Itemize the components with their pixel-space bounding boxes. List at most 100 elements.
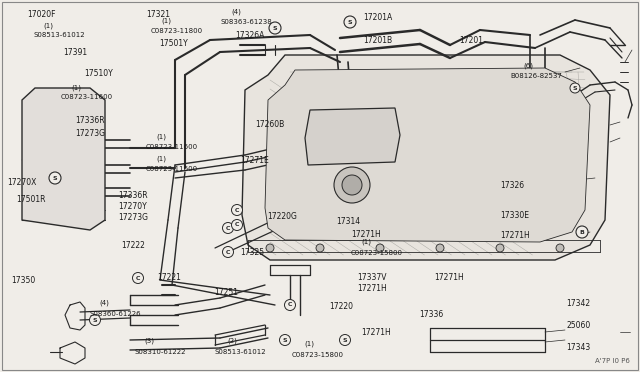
Text: 17325: 17325: [240, 248, 264, 257]
Text: C: C: [136, 276, 140, 280]
Circle shape: [371, 142, 380, 150]
Text: S08310-61222: S08310-61222: [134, 349, 186, 355]
Text: 17271H: 17271H: [362, 328, 391, 337]
Text: 17201B: 17201B: [364, 36, 393, 45]
Text: B: B: [580, 230, 584, 234]
Text: C: C: [288, 302, 292, 308]
Circle shape: [324, 126, 333, 134]
Circle shape: [49, 172, 61, 184]
Text: 17343: 17343: [566, 343, 591, 352]
Text: 17260B: 17260B: [255, 120, 284, 129]
Circle shape: [576, 226, 588, 238]
Text: 17336R: 17336R: [76, 116, 105, 125]
Text: 17271H: 17271H: [357, 284, 387, 293]
Text: 17221: 17221: [157, 273, 180, 282]
Circle shape: [371, 126, 380, 134]
Polygon shape: [22, 88, 105, 230]
Text: 17350: 17350: [12, 276, 36, 285]
Text: (4): (4): [99, 300, 109, 307]
Text: (1): (1): [161, 17, 172, 24]
Text: 17510Y: 17510Y: [84, 69, 113, 78]
Text: S: S: [93, 317, 97, 323]
Circle shape: [266, 244, 274, 252]
Circle shape: [223, 247, 234, 257]
Text: A'7P I0 P6: A'7P I0 P6: [595, 358, 630, 364]
Text: 17220: 17220: [330, 302, 354, 311]
Circle shape: [556, 244, 564, 252]
Polygon shape: [242, 55, 610, 260]
Text: (2): (2): [227, 337, 237, 344]
Text: C08723-15800: C08723-15800: [351, 250, 403, 256]
Text: (4): (4): [232, 9, 241, 15]
Text: 17326: 17326: [500, 181, 525, 190]
Text: (1): (1): [72, 84, 82, 91]
Text: 17273G: 17273G: [118, 213, 148, 222]
Circle shape: [269, 22, 281, 34]
Text: C08723-11600: C08723-11600: [146, 144, 198, 150]
Text: S08513-61012: S08513-61012: [33, 32, 85, 38]
Text: S: S: [52, 176, 58, 180]
Circle shape: [342, 175, 362, 195]
Polygon shape: [305, 108, 400, 165]
Circle shape: [232, 219, 243, 231]
Text: 17501R: 17501R: [16, 195, 45, 203]
Text: 17314: 17314: [336, 217, 360, 226]
Text: 17273G: 17273G: [76, 129, 106, 138]
Text: 17337V: 17337V: [357, 273, 387, 282]
Text: S: S: [573, 86, 577, 90]
Circle shape: [334, 167, 370, 203]
Text: 17342: 17342: [566, 299, 591, 308]
Text: 17020F: 17020F: [27, 10, 56, 19]
Text: C: C: [226, 225, 230, 231]
Circle shape: [345, 131, 359, 145]
Text: C: C: [235, 222, 239, 228]
Circle shape: [376, 244, 384, 252]
Text: 17271E: 17271E: [240, 156, 269, 165]
Circle shape: [132, 273, 143, 283]
Text: 17330E: 17330E: [500, 211, 529, 219]
Text: S: S: [273, 26, 277, 31]
Text: 17270Y: 17270Y: [118, 202, 147, 211]
Text: 17220G: 17220G: [268, 212, 298, 221]
Text: (3): (3): [144, 337, 154, 344]
Circle shape: [316, 244, 324, 252]
Text: S08360-61226: S08360-61226: [90, 311, 141, 317]
Circle shape: [280, 334, 291, 346]
Circle shape: [570, 83, 580, 93]
Text: S08363-61238: S08363-61238: [221, 19, 273, 25]
Circle shape: [338, 124, 366, 152]
Text: 25060: 25060: [566, 321, 591, 330]
Text: 17251: 17251: [214, 288, 239, 296]
Text: (1): (1): [44, 22, 54, 29]
Text: 17391: 17391: [63, 48, 87, 57]
Circle shape: [344, 16, 356, 28]
Text: (1): (1): [304, 341, 314, 347]
Text: 17501Y: 17501Y: [159, 39, 188, 48]
Circle shape: [330, 116, 374, 160]
Text: (6): (6): [524, 63, 534, 70]
Circle shape: [90, 314, 100, 326]
Text: 17336R: 17336R: [118, 191, 148, 200]
Text: C08723-11600: C08723-11600: [61, 94, 113, 100]
Text: 17271H: 17271H: [351, 230, 380, 239]
Text: C08723-11600: C08723-11600: [146, 166, 198, 172]
Circle shape: [436, 244, 444, 252]
Text: 17336: 17336: [419, 310, 444, 319]
Text: (1): (1): [362, 238, 372, 245]
Text: S: S: [283, 337, 287, 343]
Text: 17271H: 17271H: [434, 273, 463, 282]
Circle shape: [339, 334, 351, 346]
Text: 17271H: 17271H: [500, 231, 530, 240]
Circle shape: [285, 299, 296, 311]
Text: 17270X: 17270X: [8, 178, 37, 187]
Text: C: C: [226, 250, 230, 254]
Circle shape: [232, 205, 243, 215]
Polygon shape: [265, 68, 590, 242]
Circle shape: [324, 142, 333, 150]
Text: 17201: 17201: [460, 36, 484, 45]
Text: 17201A: 17201A: [364, 13, 393, 22]
Text: C08723-11800: C08723-11800: [150, 28, 202, 33]
Text: (1): (1): [157, 156, 167, 163]
Text: C: C: [235, 208, 239, 212]
Text: 17321: 17321: [146, 10, 170, 19]
